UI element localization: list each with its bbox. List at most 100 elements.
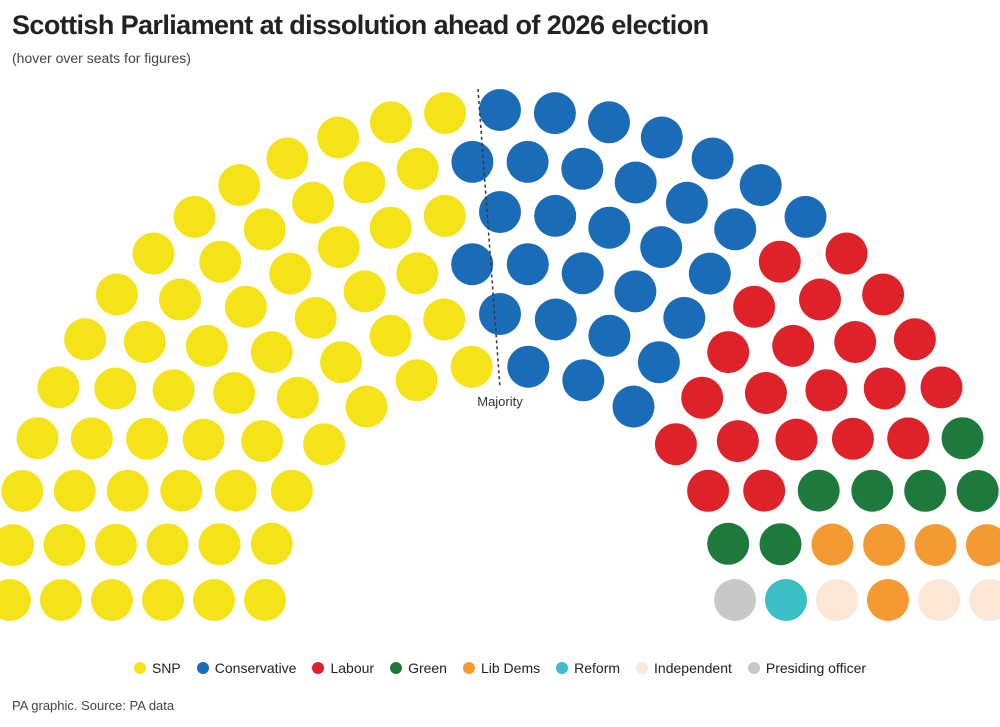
seat-labour[interactable]: Labour: 21 — [862, 273, 905, 316]
seat-conservative[interactable]: Conservative: 30 — [784, 195, 827, 238]
seat-conservative[interactable]: Conservative: 30 — [588, 101, 630, 144]
seat-conservative[interactable]: Conservative: 30 — [534, 298, 577, 341]
seat-labour[interactable]: Labour: 21 — [733, 285, 776, 328]
seat-conservative[interactable]: Conservative: 30 — [612, 385, 655, 428]
seat-conservative[interactable]: Conservative: 30 — [451, 140, 494, 183]
seat-conservative[interactable]: Conservative: 30 — [479, 191, 521, 233]
seat-conservative[interactable]: Conservative: 30 — [663, 296, 706, 339]
seat-conservative[interactable]: Conservative: 30 — [479, 89, 521, 131]
seat-independent[interactable]: Independent: 3 — [918, 579, 960, 621]
seat-conservative[interactable]: Conservative: 30 — [714, 208, 757, 251]
seat-conservative[interactable]: Conservative: 30 — [614, 270, 657, 313]
seat-snp[interactable]: SNP: 61 — [1, 470, 44, 512]
seat-snp[interactable]: SNP: 61 — [395, 359, 438, 402]
seat-conservative[interactable]: Conservative: 30 — [533, 92, 576, 135]
seat-green[interactable]: Green: 7 — [851, 469, 894, 512]
seat-labour[interactable]: Labour: 21 — [831, 417, 874, 460]
seat-snp[interactable]: SNP: 61 — [243, 208, 286, 251]
seat-snp[interactable]: SNP: 61 — [53, 469, 96, 512]
seat-snp[interactable]: SNP: 61 — [123, 321, 166, 363]
seat-snp[interactable]: SNP: 61 — [369, 206, 412, 249]
seat-conservative[interactable]: Conservative: 30 — [506, 243, 549, 286]
seat-snp[interactable]: SNP: 61 — [450, 345, 493, 388]
seat-snp[interactable]: SNP: 61 — [317, 226, 360, 269]
seat-snp[interactable]: SNP: 61 — [199, 240, 242, 283]
seat-snp[interactable]: SNP: 61 — [0, 579, 31, 621]
seat-snp[interactable]: SNP: 61 — [370, 101, 412, 144]
seat-independent[interactable]: Independent: 3 — [969, 579, 1000, 621]
seat-labour[interactable]: Labour: 21 — [775, 418, 818, 461]
seat-independent[interactable]: Independent: 3 — [816, 579, 858, 621]
seat-snp[interactable]: SNP: 61 — [173, 195, 216, 238]
seat-snp[interactable]: SNP: 61 — [43, 524, 86, 566]
seat-lib-dems[interactable]: Lib Dems: 5 — [965, 524, 1000, 567]
seat-snp[interactable]: SNP: 61 — [95, 273, 138, 316]
seat-snp[interactable]: SNP: 61 — [424, 92, 467, 135]
seat-snp[interactable]: SNP: 61 — [276, 376, 319, 419]
seat-snp[interactable]: SNP: 61 — [294, 296, 337, 339]
seat-labour[interactable]: Labour: 21 — [758, 240, 801, 283]
seat-snp[interactable]: SNP: 61 — [303, 423, 346, 466]
seat-snp[interactable]: SNP: 61 — [185, 324, 228, 367]
seat-lib-dems[interactable]: Lib Dems: 5 — [867, 579, 909, 621]
seat-snp[interactable]: SNP: 61 — [241, 420, 284, 463]
seat-snp[interactable]: SNP: 61 — [64, 318, 107, 361]
seat-snp[interactable]: SNP: 61 — [423, 298, 466, 341]
seat-conservative[interactable]: Conservative: 30 — [688, 252, 731, 295]
seat-snp[interactable]: SNP: 61 — [214, 469, 257, 512]
seat-snp[interactable]: SNP: 61 — [132, 232, 175, 275]
seat-snp[interactable]: SNP: 61 — [126, 417, 169, 460]
seat-snp[interactable]: SNP: 61 — [292, 181, 335, 224]
seat-labour[interactable]: Labour: 21 — [681, 376, 724, 419]
seat-snp[interactable]: SNP: 61 — [16, 417, 59, 460]
seat-snp[interactable]: SNP: 61 — [70, 417, 113, 460]
seat-snp[interactable]: SNP: 61 — [250, 331, 293, 374]
seat-green[interactable]: Green: 7 — [904, 469, 947, 512]
seat-snp[interactable]: SNP: 61 — [343, 161, 386, 204]
seat-snp[interactable]: SNP: 61 — [343, 270, 386, 313]
seat-lib-dems[interactable]: Lib Dems: 5 — [811, 523, 854, 566]
seat-green[interactable]: Green: 7 — [956, 470, 999, 512]
seat-conservative[interactable]: Conservative: 30 — [479, 293, 521, 335]
seat-lib-dems[interactable]: Lib Dems: 5 — [914, 524, 957, 566]
seat-conservative[interactable]: Conservative: 30 — [534, 194, 577, 237]
seat-labour[interactable]: Labour: 21 — [744, 372, 787, 414]
seat-snp[interactable]: SNP: 61 — [244, 579, 286, 621]
seat-snp[interactable]: SNP: 61 — [94, 523, 137, 566]
seat-snp[interactable]: SNP: 61 — [423, 194, 466, 237]
seat-conservative[interactable]: Conservative: 30 — [588, 206, 631, 249]
seat-snp[interactable]: SNP: 61 — [218, 164, 261, 207]
seat-snp[interactable]: SNP: 61 — [160, 469, 203, 512]
seat-conservative[interactable]: Conservative: 30 — [561, 147, 604, 190]
seat-labour[interactable]: Labour: 21 — [743, 469, 786, 512]
seat-snp[interactable]: SNP: 61 — [91, 579, 133, 621]
seat-conservative[interactable]: Conservative: 30 — [507, 345, 550, 388]
seat-labour[interactable]: Labour: 21 — [825, 232, 868, 275]
seat-green[interactable]: Green: 7 — [759, 523, 802, 566]
seat-conservative[interactable]: Conservative: 30 — [562, 359, 605, 402]
seat-snp[interactable]: SNP: 61 — [193, 579, 235, 621]
seat-snp[interactable]: SNP: 61 — [317, 116, 360, 159]
seat-snp[interactable]: SNP: 61 — [396, 147, 439, 190]
seat-labour[interactable]: Labour: 21 — [687, 469, 730, 512]
seat-labour[interactable]: Labour: 21 — [707, 331, 750, 374]
seat-snp[interactable]: SNP: 61 — [182, 418, 225, 461]
seat-labour[interactable]: Labour: 21 — [893, 318, 936, 361]
seat-snp[interactable]: SNP: 61 — [224, 285, 267, 328]
seat-snp[interactable]: SNP: 61 — [37, 366, 80, 409]
seat-labour[interactable]: Labour: 21 — [805, 369, 848, 412]
seat-snp[interactable]: SNP: 61 — [198, 523, 241, 566]
seat-snp[interactable]: SNP: 61 — [320, 341, 363, 384]
seat-snp[interactable]: SNP: 61 — [159, 278, 201, 321]
seat-conservative[interactable]: Conservative: 30 — [640, 226, 683, 269]
seat-reform[interactable]: Reform: 1 — [765, 579, 807, 621]
seat-snp[interactable]: SNP: 61 — [152, 369, 195, 412]
seat-snp[interactable]: SNP: 61 — [345, 385, 388, 428]
seat-green[interactable]: Green: 7 — [707, 522, 750, 565]
seat-conservative[interactable]: Conservative: 30 — [614, 161, 657, 204]
seat-labour[interactable]: Labour: 21 — [654, 423, 697, 466]
seat-labour[interactable]: Labour: 21 — [887, 417, 930, 460]
seat-conservative[interactable]: Conservative: 30 — [561, 252, 604, 295]
seat-snp[interactable]: SNP: 61 — [213, 372, 256, 414]
seat-snp[interactable]: SNP: 61 — [146, 523, 189, 566]
